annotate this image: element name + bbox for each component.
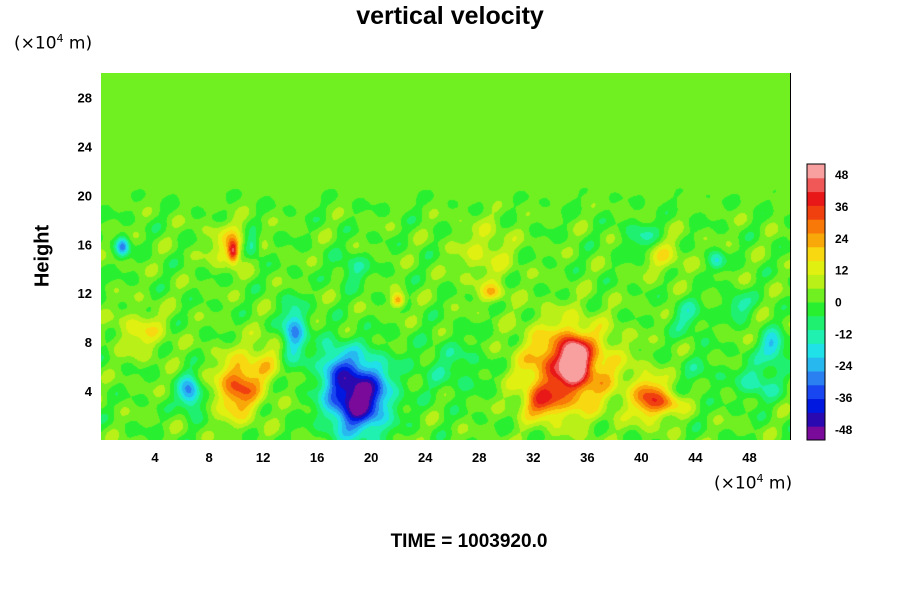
colorbar-swatch [807, 357, 825, 372]
chart-title: vertical velocity [356, 2, 544, 30]
colorbar-swatch [807, 274, 825, 289]
y-unit-prefix: (×10 [14, 33, 57, 54]
colorbar-tick-label: -24 [835, 359, 853, 373]
colorbar-swatch [807, 302, 825, 317]
colorbar-frame [806, 163, 826, 441]
y-tick-label: 4 [85, 384, 93, 399]
colorbar-tick-label: 48 [835, 168, 849, 182]
y-tick-label: 8 [85, 335, 92, 350]
x-tick-label: 4 [151, 450, 159, 465]
colorbar-swatch [807, 398, 825, 413]
time-label: TIME = 1003920.0 [390, 531, 548, 552]
y-tick-label: 16 [78, 237, 92, 252]
y-tick-label: 12 [78, 286, 92, 301]
colorbar-swatch [807, 384, 825, 400]
colorbar-swatch [807, 343, 825, 358]
colorbar-tick-label: -12 [835, 327, 853, 341]
heatmap-field [101, 73, 790, 440]
x-tick-label: 20 [364, 450, 378, 465]
colorbar-swatch [807, 371, 825, 386]
x-tick-label: 48 [742, 450, 756, 465]
colorbar [806, 163, 826, 441]
colorbar-tick-label: -36 [835, 391, 853, 405]
colorbar-swatch [807, 205, 825, 220]
x-axis-unit-label: (×104 m) [714, 472, 792, 494]
y-tick-label: 28 [78, 90, 92, 105]
x-unit-suffix: m) [763, 473, 793, 494]
colorbar-swatch [807, 177, 825, 193]
colorbar-swatch [807, 233, 825, 248]
colorbar-swatch [807, 219, 825, 234]
y-unit-exponent: 4 [56, 32, 64, 45]
y-unit-suffix: m) [63, 33, 93, 54]
x-tick-label: 44 [688, 450, 703, 465]
y-tick-label: 20 [78, 188, 92, 203]
colorbar-swatch [807, 329, 825, 344]
colorbar-swatch [807, 164, 825, 179]
x-tick-label: 32 [526, 450, 540, 465]
x-tick-labels: 4 8 12 16 20 24 28 32 36 40 44 48 [151, 450, 756, 465]
x-tick-label: 40 [634, 450, 648, 465]
x-tick-label: 12 [256, 450, 270, 465]
x-unit-prefix: (×10 [714, 473, 757, 494]
x-tick-label: 28 [472, 450, 486, 465]
colorbar-swatch [807, 288, 825, 303]
x-tick-label: 16 [310, 450, 324, 465]
x-tick-label: 36 [580, 450, 594, 465]
colorbar-tick-label: 0 [835, 296, 842, 310]
x-tick-label: 8 [205, 450, 212, 465]
colorbar-swatch [807, 191, 825, 206]
colorbar-tick-label: 36 [835, 200, 849, 214]
colorbar-swatch [807, 246, 825, 262]
y-axis-unit-label: (×104 m) [14, 32, 92, 54]
x-tick-label: 24 [418, 450, 433, 465]
colorbar-swatch [807, 315, 825, 331]
colorbar-swatch [807, 412, 825, 427]
colorbar-tick-labels: 48 36 24 12 0 -12 -24 -36 -48 [835, 168, 853, 437]
colorbar-tick-label: 12 [835, 264, 849, 278]
colorbar-tick-label: -48 [835, 423, 853, 437]
colorbar-swatch [807, 260, 825, 275]
colorbar-tick-label: 24 [835, 232, 849, 246]
y-tick-labels: 4 8 12 16 20 24 28 [78, 90, 93, 399]
x-unit-exponent: 4 [756, 472, 764, 485]
colorbar-swatch [807, 426, 825, 441]
y-tick-label: 24 [78, 139, 93, 154]
